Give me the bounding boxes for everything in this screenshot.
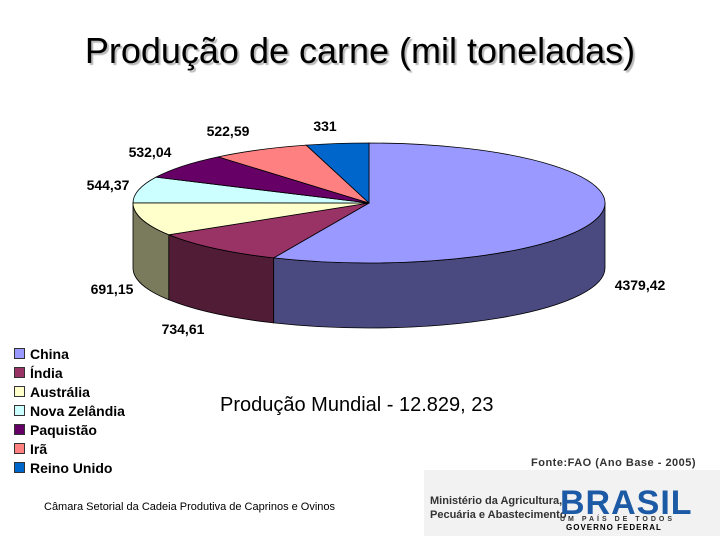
source-note: Fonte:FAO (Ano Base - 2005) — [531, 457, 697, 469]
legend-swatch — [14, 386, 25, 397]
chart-legend: China Índia Austrália Nova Zelândia Paquistã… — [14, 344, 125, 477]
legend-label: Reino Unido — [30, 459, 113, 476]
data-label-reino-unido: 331 — [313, 118, 337, 134]
data-label-ira: 522,59 — [207, 123, 250, 139]
ministry-logo-text: Ministério da Agricultura, Pecuária e Ab… — [430, 495, 567, 521]
data-label-china: 4379,42 — [615, 277, 666, 293]
legend-label: Paquistão — [30, 421, 97, 438]
government-logo-bar: Ministério da Agricultura, Pecuária e Ab… — [424, 470, 720, 536]
legend-label: Índia — [30, 364, 63, 381]
legend-item-reino-unido: Reino Unido — [14, 458, 125, 477]
pie-slice-nova-zelandia — [132, 176, 370, 204]
governo-federal-label: GOVERNO FEDERAL — [566, 523, 662, 532]
data-label-nova-zelandia: 544,37 — [87, 177, 130, 193]
pie-slice-china — [272, 142, 606, 264]
legend-label: Nova Zelândia — [30, 402, 125, 419]
brasil-tagline: UM PAÍS DE TODOS — [560, 516, 676, 523]
pie-slice-india — [167, 202, 370, 259]
page-title: Produção de carne (mil toneladas) — [84, 30, 636, 71]
legend-item-nova-zelandia: Nova Zelândia — [14, 401, 125, 420]
legend-item-india: Índia — [14, 363, 125, 382]
legend-swatch — [14, 462, 25, 473]
legend-item-china: China — [14, 344, 125, 363]
legend-swatch — [14, 367, 25, 378]
legend-item-ira: Irã — [14, 439, 125, 458]
legend-swatch — [14, 424, 25, 435]
world-total-label: Produção Mundial - 12.829, 23 — [220, 394, 494, 416]
footer-text: Câmara Setorial da Cadeia Produtiva de C… — [44, 501, 336, 513]
legend-label: China — [30, 345, 69, 362]
brasil-logo: BRASIL — [560, 484, 693, 522]
legend-swatch — [14, 405, 25, 416]
data-label-australia: 691,15 — [91, 281, 134, 297]
pie-slice-reino-unido — [305, 142, 370, 204]
legend-swatch — [14, 348, 25, 359]
pie-slice-australia — [132, 202, 370, 236]
data-label-india: 734,61 — [162, 321, 205, 337]
legend-swatch — [14, 443, 25, 454]
data-label-paquistao: 532,04 — [129, 144, 172, 160]
legend-item-australia: Austrália — [14, 382, 125, 401]
legend-label: Irã — [30, 440, 48, 457]
legend-label: Austrália — [30, 383, 90, 400]
legend-item-paquistao: Paquistão — [14, 420, 125, 439]
